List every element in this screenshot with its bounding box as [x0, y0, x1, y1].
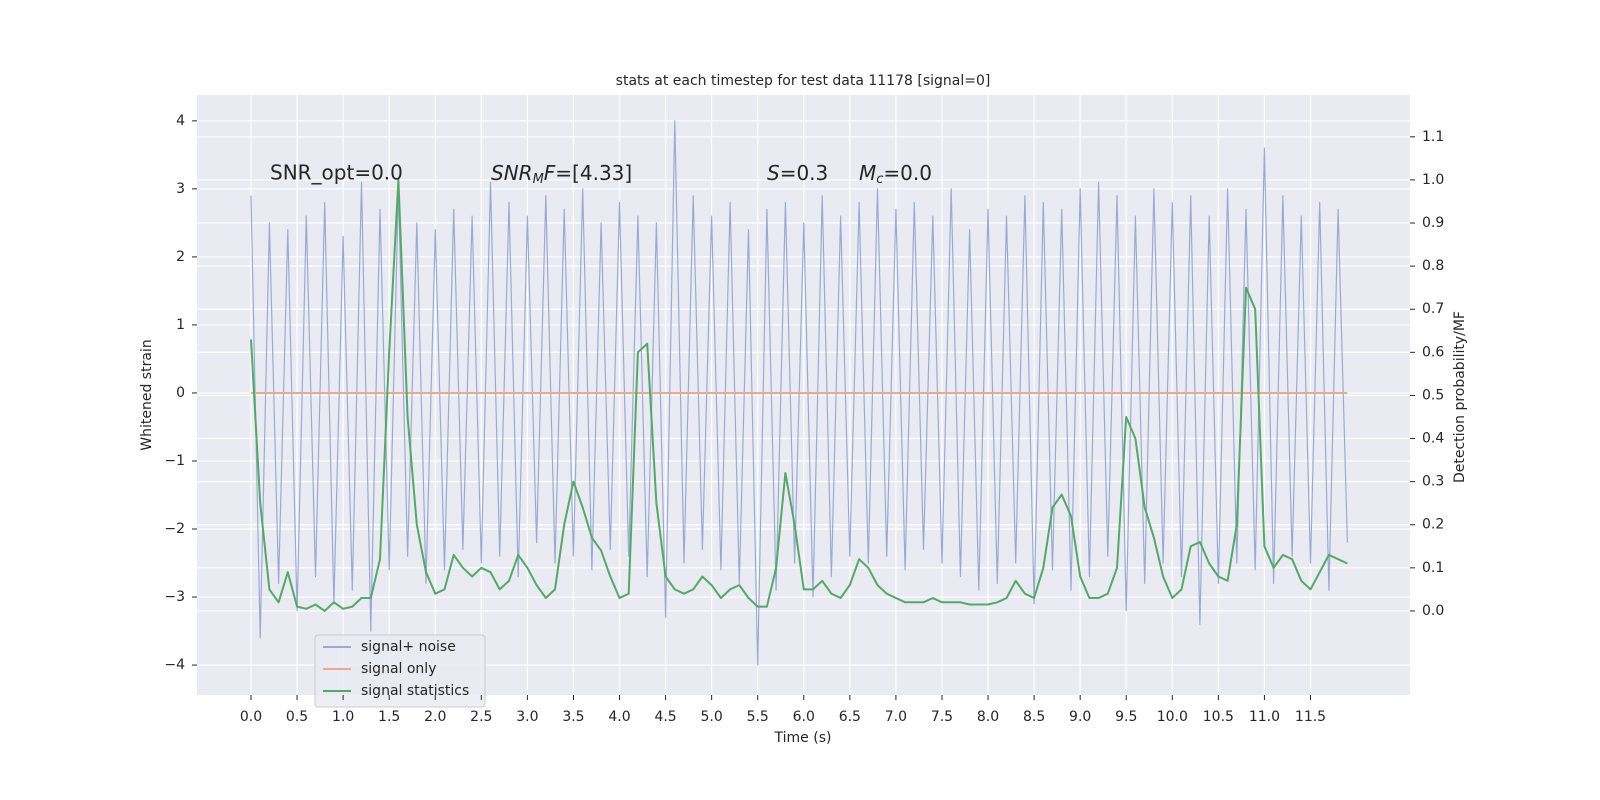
y2-tick-label: 0.0	[1422, 603, 1444, 619]
x-tick-label: 1.0	[332, 709, 354, 725]
x-tick-label: 4.0	[608, 709, 630, 725]
legend-label: signal only	[361, 661, 436, 677]
y-tick-label: −4	[164, 657, 185, 673]
y-tick-label: 3	[176, 181, 185, 197]
annotation: Mc=0.0	[859, 161, 932, 187]
annotation-part: M	[533, 172, 544, 187]
x-tick-label: 2.5	[470, 709, 492, 725]
series-line	[250, 178, 1348, 612]
x-tick-label: 2.0	[424, 709, 446, 725]
annotation: SNRMF=[4.33]	[491, 161, 632, 187]
annotation-part: M	[859, 161, 876, 185]
y2-tick-label: 0.2	[1422, 517, 1444, 533]
y2-tick-label: 0.5	[1422, 387, 1444, 403]
annotation-part: S	[767, 161, 780, 185]
legend-box	[314, 634, 486, 708]
y-tick-label: 0	[176, 385, 185, 401]
y-tick-label: 4	[176, 113, 185, 129]
x-tick-label: 3.5	[562, 709, 584, 725]
x-tick-label: 9.0	[1069, 709, 1091, 725]
annotation-part: F	[544, 161, 556, 185]
y-tick-label: 2	[176, 249, 185, 265]
y2-tick-label: 0.7	[1422, 301, 1444, 317]
annotation-part: =[4.33]	[555, 161, 632, 185]
y-tick-label: −1	[164, 453, 185, 469]
chart-title: stats at each timestep for test data 111…	[616, 73, 991, 89]
y2-tick-label: 1.1	[1422, 129, 1444, 145]
x-tick-label: 11.0	[1249, 709, 1280, 725]
y-tick-label: 1	[176, 317, 185, 333]
y-tick-label: −2	[164, 521, 185, 537]
annotation: S=0.3	[767, 161, 828, 185]
y2-tick-label: 0.9	[1422, 215, 1444, 231]
x-tick-label: 3.0	[516, 709, 538, 725]
x-tick-label: 11.5	[1295, 709, 1326, 725]
y2-tick-label: 0.6	[1422, 344, 1444, 360]
y2-tick-label: 0.4	[1422, 431, 1444, 447]
x-tick-label: 5.5	[747, 709, 769, 725]
y2-tick-label: 0.1	[1422, 560, 1444, 576]
x-tick-label: 0.0	[240, 709, 262, 725]
y2-tick-label: 0.3	[1422, 474, 1444, 490]
x-tick-label: 9.5	[1115, 709, 1137, 725]
marks	[250, 120, 1348, 666]
y-tick-label: −3	[164, 589, 185, 605]
legend-label: signal+ noise	[361, 639, 456, 655]
x-tick-label: 1.5	[378, 709, 400, 725]
x-tick-label: 0.5	[286, 709, 308, 725]
x-axis-label: Time (s)	[774, 730, 832, 746]
annotation-part: c	[876, 172, 883, 187]
x-tick-label: 7.5	[931, 709, 953, 725]
x-tick-label: 8.5	[1023, 709, 1045, 725]
x-tick-label: 5.0	[701, 709, 723, 725]
y2-tick-label: 0.8	[1422, 258, 1444, 274]
x-tick-label: 8.0	[977, 709, 999, 725]
legend: signal+ noise signal only signal statistic…	[314, 634, 486, 708]
annotation: SNR_opt=0.0	[270, 161, 403, 185]
y2-tick-label: 1.0	[1422, 172, 1444, 188]
x-tick-label: 6.5	[839, 709, 861, 725]
annotation-part: =0.3	[780, 161, 829, 185]
annotation-part: =0.0	[883, 161, 932, 185]
x-tick-label: 10.5	[1203, 709, 1234, 725]
x-tick-label: 7.0	[885, 709, 907, 725]
y-axis-label: Whitened strain	[139, 339, 155, 450]
x-tick-label: 6.0	[793, 709, 815, 725]
legend-label: signal statistics	[361, 683, 469, 699]
x-tick-label: 10.0	[1157, 709, 1188, 725]
x-tick-label: 4.5	[654, 709, 676, 725]
y2-axis-label: Detection probability/MF	[1452, 311, 1468, 483]
annotation-part: SNR	[491, 161, 533, 185]
